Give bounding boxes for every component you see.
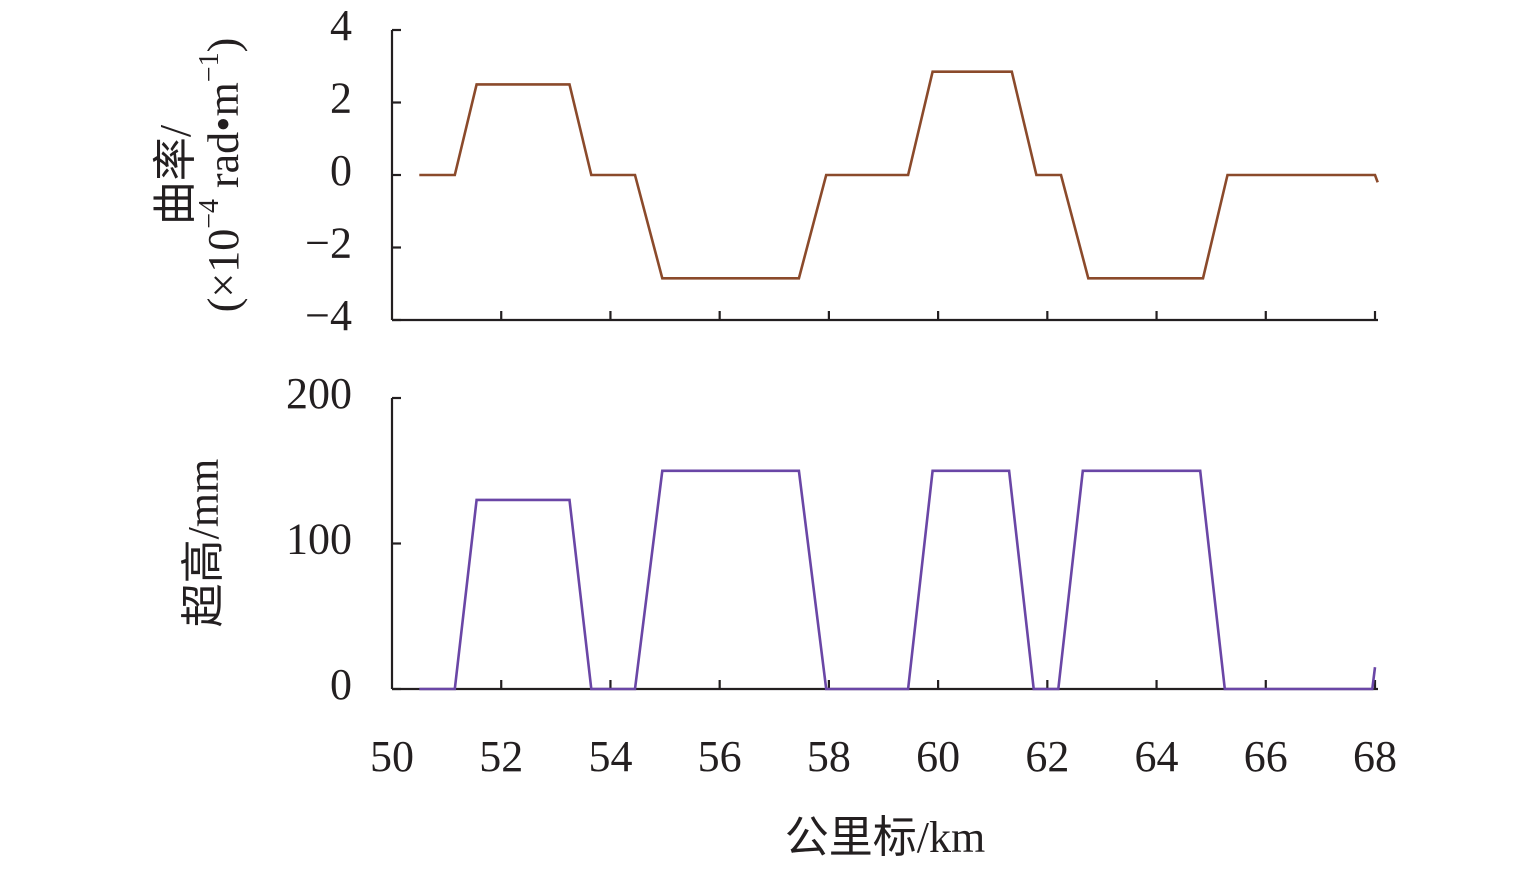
curvature-y-label-line1: 曲率/	[151, 124, 200, 225]
curvature-y-label-exponent2: −1	[194, 52, 225, 82]
x-tick-label: 66	[1244, 732, 1288, 781]
superelevation-series-line	[419, 469, 1377, 691]
curvature-series-line	[419, 70, 1379, 280]
curvature-panel: −4 −2 0 2 4 曲率/ (×10−4 rad•m−1)	[151, 1, 1379, 340]
x-tick-label: 62	[1025, 732, 1069, 781]
x-tick-label: 60	[916, 732, 960, 781]
x-tick-label: 68	[1353, 732, 1397, 781]
curvature-y-tick-label: −4	[305, 291, 352, 340]
curvature-y-label-exponent: −4	[194, 199, 225, 229]
x-tick-label: 52	[479, 732, 523, 781]
curvature-y-label-line2: (×10−4 rad•m−1)	[194, 38, 248, 313]
x-tick-label: 50	[370, 732, 414, 781]
x-tick-label: 56	[698, 732, 742, 781]
curvature-y-tick-label: 4	[330, 1, 352, 50]
x-tick-label: 58	[807, 732, 851, 781]
curvature-y-tick-label: 0	[330, 146, 352, 195]
superelevation-y-tick-label: 0	[330, 660, 352, 709]
superelevation-panel: 0 100 200 50 52 54 56 58 60 62 64 66 68 超高/mm	[179, 369, 1397, 781]
x-axis-label: 公里标/km	[785, 813, 985, 862]
x-tick-label: 64	[1135, 732, 1179, 781]
x-tick-label: 54	[588, 732, 632, 781]
superelevation-y-tick-label: 200	[286, 369, 352, 418]
superelevation-y-tick-label: 100	[286, 515, 352, 564]
superelevation-y-label: 超高/mm	[179, 459, 228, 628]
curvature-y-tick-label: 2	[330, 74, 352, 123]
curvature-y-tick-label: −2	[305, 219, 352, 268]
